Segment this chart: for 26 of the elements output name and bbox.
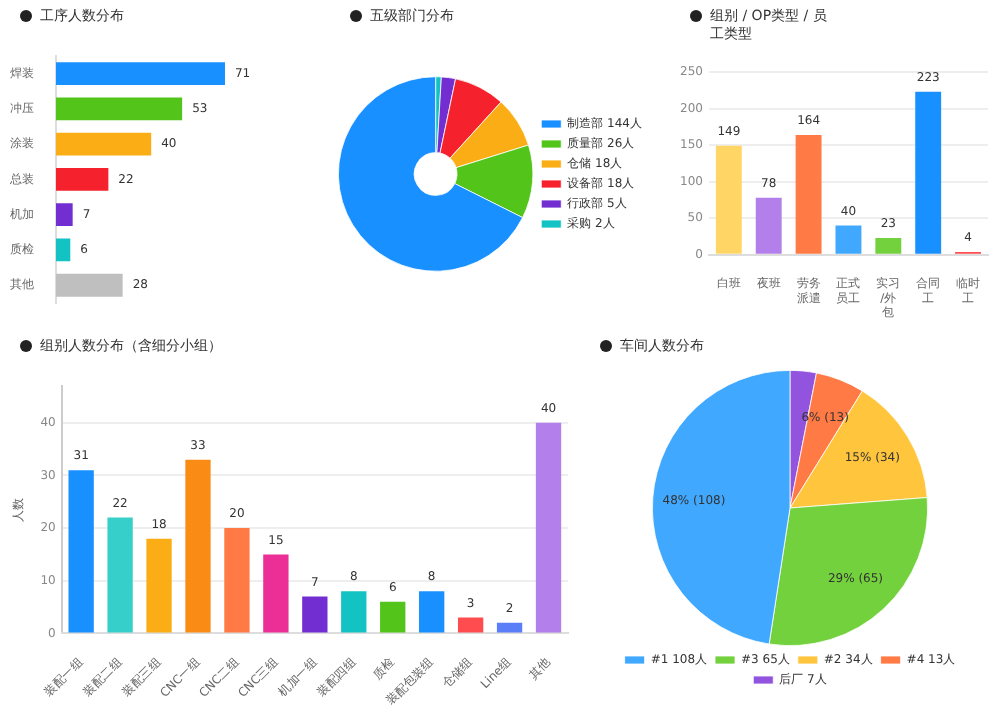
bar	[107, 517, 133, 633]
bar	[380, 601, 406, 633]
bar	[795, 134, 822, 254]
bar	[715, 145, 742, 254]
bar	[875, 237, 902, 254]
bar	[56, 167, 109, 191]
bar	[56, 273, 123, 297]
bar	[146, 538, 172, 633]
bar	[263, 554, 289, 633]
bar	[56, 132, 152, 156]
bar	[185, 459, 211, 633]
bar	[56, 97, 183, 121]
bar	[496, 622, 523, 633]
bar	[56, 203, 73, 227]
bar	[535, 422, 562, 633]
bar	[419, 591, 445, 633]
bar	[755, 197, 782, 254]
bar	[915, 91, 942, 254]
bar	[224, 528, 250, 633]
bar	[56, 62, 225, 86]
bar	[835, 225, 862, 254]
bar	[56, 238, 71, 262]
bar	[457, 617, 484, 633]
bar	[68, 470, 94, 633]
bar	[341, 591, 367, 633]
bar	[302, 596, 328, 633]
